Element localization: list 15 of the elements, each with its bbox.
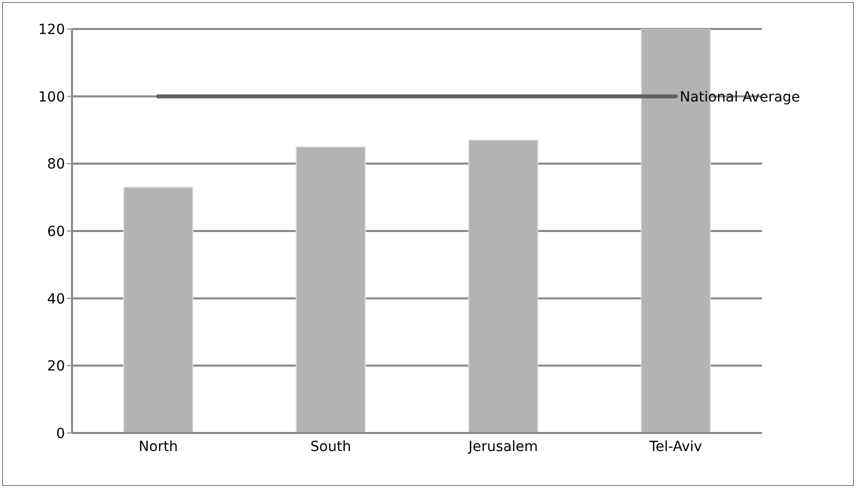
bar [296, 146, 366, 433]
y-tick-label: 100 [38, 89, 65, 106]
series-label: National Average [680, 89, 800, 106]
x-tick-label: South [310, 438, 352, 455]
x-tick-label: Tel-Aviv [648, 438, 702, 455]
bar [123, 186, 194, 433]
bar [468, 140, 538, 433]
y-tick-label: 120 [38, 22, 65, 38]
y-tick-label: 80 [47, 156, 65, 173]
x-tick-label: North [138, 438, 178, 455]
y-tick-label: 20 [47, 358, 65, 375]
y-tick-label: 0 [56, 426, 65, 442]
y-tick-label: 40 [47, 291, 65, 308]
x-tick-label: Jerusalem [468, 438, 538, 455]
y-tick-label: 60 [47, 224, 65, 240]
